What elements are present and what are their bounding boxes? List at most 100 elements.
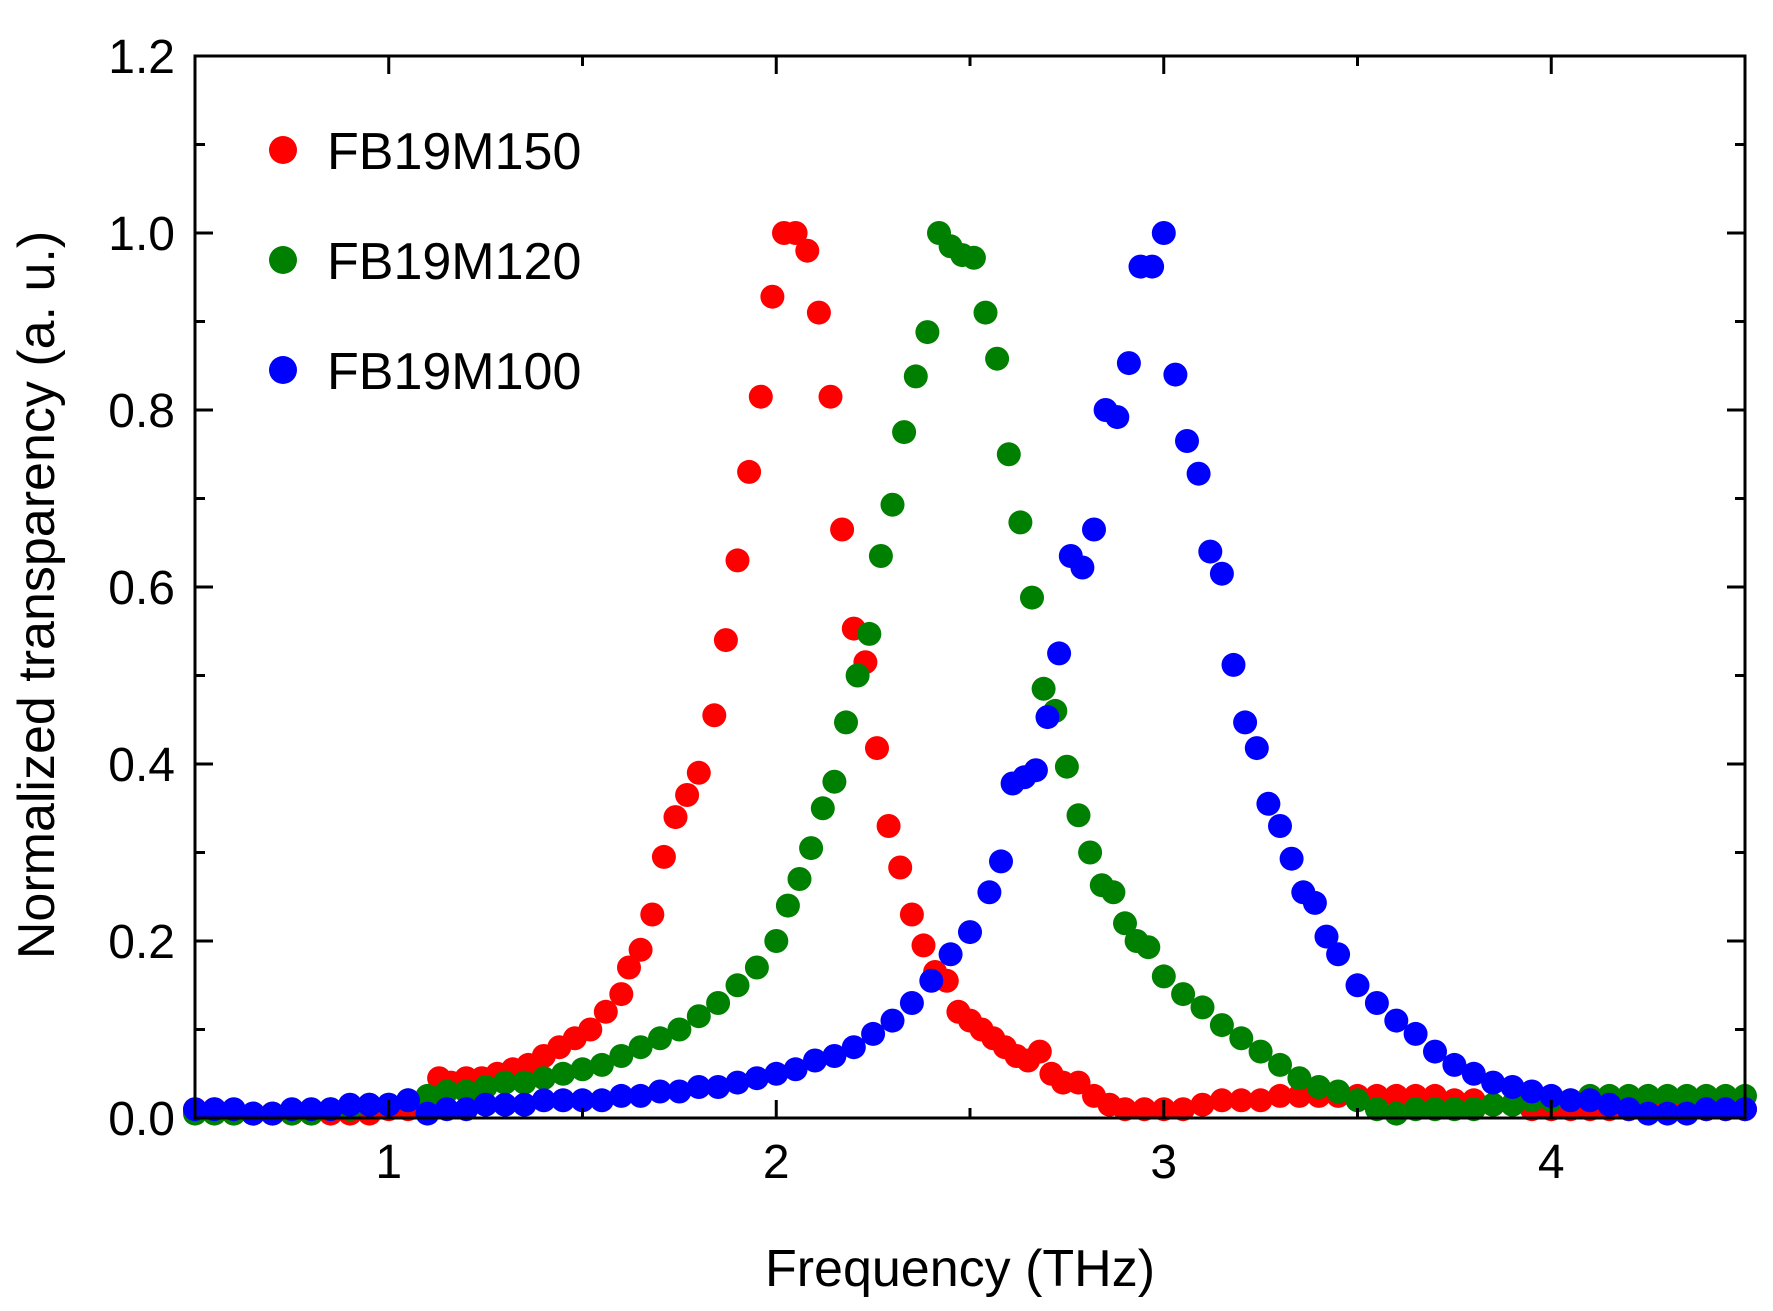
data-point: [1031, 676, 1056, 701]
data-point: [1345, 973, 1370, 998]
y-tick-label: 0.8: [108, 385, 175, 438]
data-point: [775, 893, 800, 918]
data-point: [1054, 754, 1079, 779]
data-point: [725, 548, 750, 573]
legend-label: FB19M120: [327, 233, 581, 291]
data-point: [899, 902, 924, 927]
data-point: [868, 544, 893, 568]
data-point: [787, 867, 812, 891]
data-point: [512, 1070, 537, 1095]
data-point: [551, 1061, 576, 1086]
data-point: [675, 783, 700, 807]
data-point: [1597, 1092, 1622, 1117]
data-point: [803, 1048, 827, 1073]
data-point: [1171, 982, 1196, 1007]
data-point: [1047, 641, 1072, 666]
data-point: [1233, 710, 1258, 735]
data-point: [1326, 1079, 1351, 1104]
data-point: [973, 300, 998, 325]
data-point: [961, 245, 986, 270]
data-point: [531, 1088, 556, 1113]
data-point: [1314, 924, 1339, 949]
axis-ticks: 1 2 3 4 0.0 0.2 0.4 0.6 0.8 1.0 1.2: [108, 31, 1747, 1189]
data-point: [977, 880, 1002, 905]
data-point: [1302, 890, 1327, 915]
data-point: [1694, 1097, 1719, 1122]
data-point: [888, 855, 913, 880]
data-point: [760, 284, 785, 309]
legend: FB19M150 FB19M120 FB19M100: [269, 123, 581, 401]
data-point: [1163, 362, 1188, 387]
data-point: [663, 805, 688, 830]
data-point: [531, 1066, 556, 1091]
data-point: [628, 937, 653, 962]
data-point: [1500, 1092, 1525, 1117]
legend-marker: [269, 356, 297, 384]
data-point: [318, 1097, 343, 1122]
data-point: [578, 1017, 603, 1042]
data-point: [1151, 221, 1176, 245]
data-point: [570, 1057, 595, 1082]
data-point: [1384, 1008, 1409, 1033]
data-point: [1519, 1079, 1544, 1104]
x-tick-label: 2: [763, 1136, 790, 1189]
data-point: [415, 1083, 440, 1108]
data-point: [880, 492, 905, 517]
x-tick-label: 3: [1150, 1136, 1177, 1189]
x-tick-label: 4: [1538, 1136, 1565, 1189]
y-tick-label: 1.0: [108, 208, 175, 261]
data-point: [783, 1057, 808, 1082]
data-point: [593, 999, 618, 1024]
data-point: [919, 968, 944, 993]
data-point: [876, 814, 901, 838]
data-point: [748, 384, 773, 409]
data-point: [1674, 1083, 1699, 1108]
data-point: [628, 1035, 653, 1060]
data-point: [1082, 517, 1106, 542]
data-point: [1209, 1088, 1234, 1113]
data-point: [702, 703, 727, 728]
data-point: [473, 1075, 498, 1099]
data-point: [1616, 1097, 1641, 1122]
data-point: [1442, 1052, 1467, 1077]
data-point: [744, 955, 769, 980]
data-point: [1364, 1097, 1389, 1122]
data-point: [1151, 964, 1176, 989]
data-point: [1171, 1097, 1196, 1122]
data-point: [617, 955, 641, 980]
data-point: [686, 760, 711, 785]
data-point: [1539, 1083, 1564, 1108]
data-points-layer: [183, 221, 1757, 1126]
data-point: [1020, 585, 1044, 610]
data-point: [1229, 1088, 1254, 1113]
data-point: [1209, 1013, 1234, 1038]
data-point: [830, 517, 855, 542]
data-point: [841, 1035, 866, 1060]
data-point: [1078, 840, 1103, 865]
data-point: [1113, 1097, 1137, 1122]
data-point: [396, 1088, 421, 1113]
legend-item: FB19M150: [269, 123, 581, 181]
data-point: [903, 364, 928, 389]
data-point: [1027, 1039, 1052, 1064]
data-point: [512, 1092, 537, 1117]
data-point: [1244, 736, 1269, 761]
data-point: [493, 1092, 517, 1117]
data-point: [1578, 1088, 1602, 1113]
data-point: [1116, 351, 1141, 376]
data-point: [1070, 555, 1095, 580]
data-point: [667, 1017, 692, 1042]
x-tick-label: 1: [375, 1136, 402, 1189]
data-point: [1132, 1097, 1157, 1122]
data-point: [1268, 1083, 1292, 1108]
data-point: [892, 420, 917, 445]
data-point: [1221, 652, 1246, 677]
data-point: [1481, 1070, 1506, 1095]
data-point: [822, 1044, 847, 1068]
legend-marker: [269, 136, 297, 164]
data-point: [473, 1092, 498, 1117]
data-point: [1306, 1075, 1331, 1099]
data-point: [1190, 995, 1215, 1020]
data-point: [799, 836, 824, 861]
